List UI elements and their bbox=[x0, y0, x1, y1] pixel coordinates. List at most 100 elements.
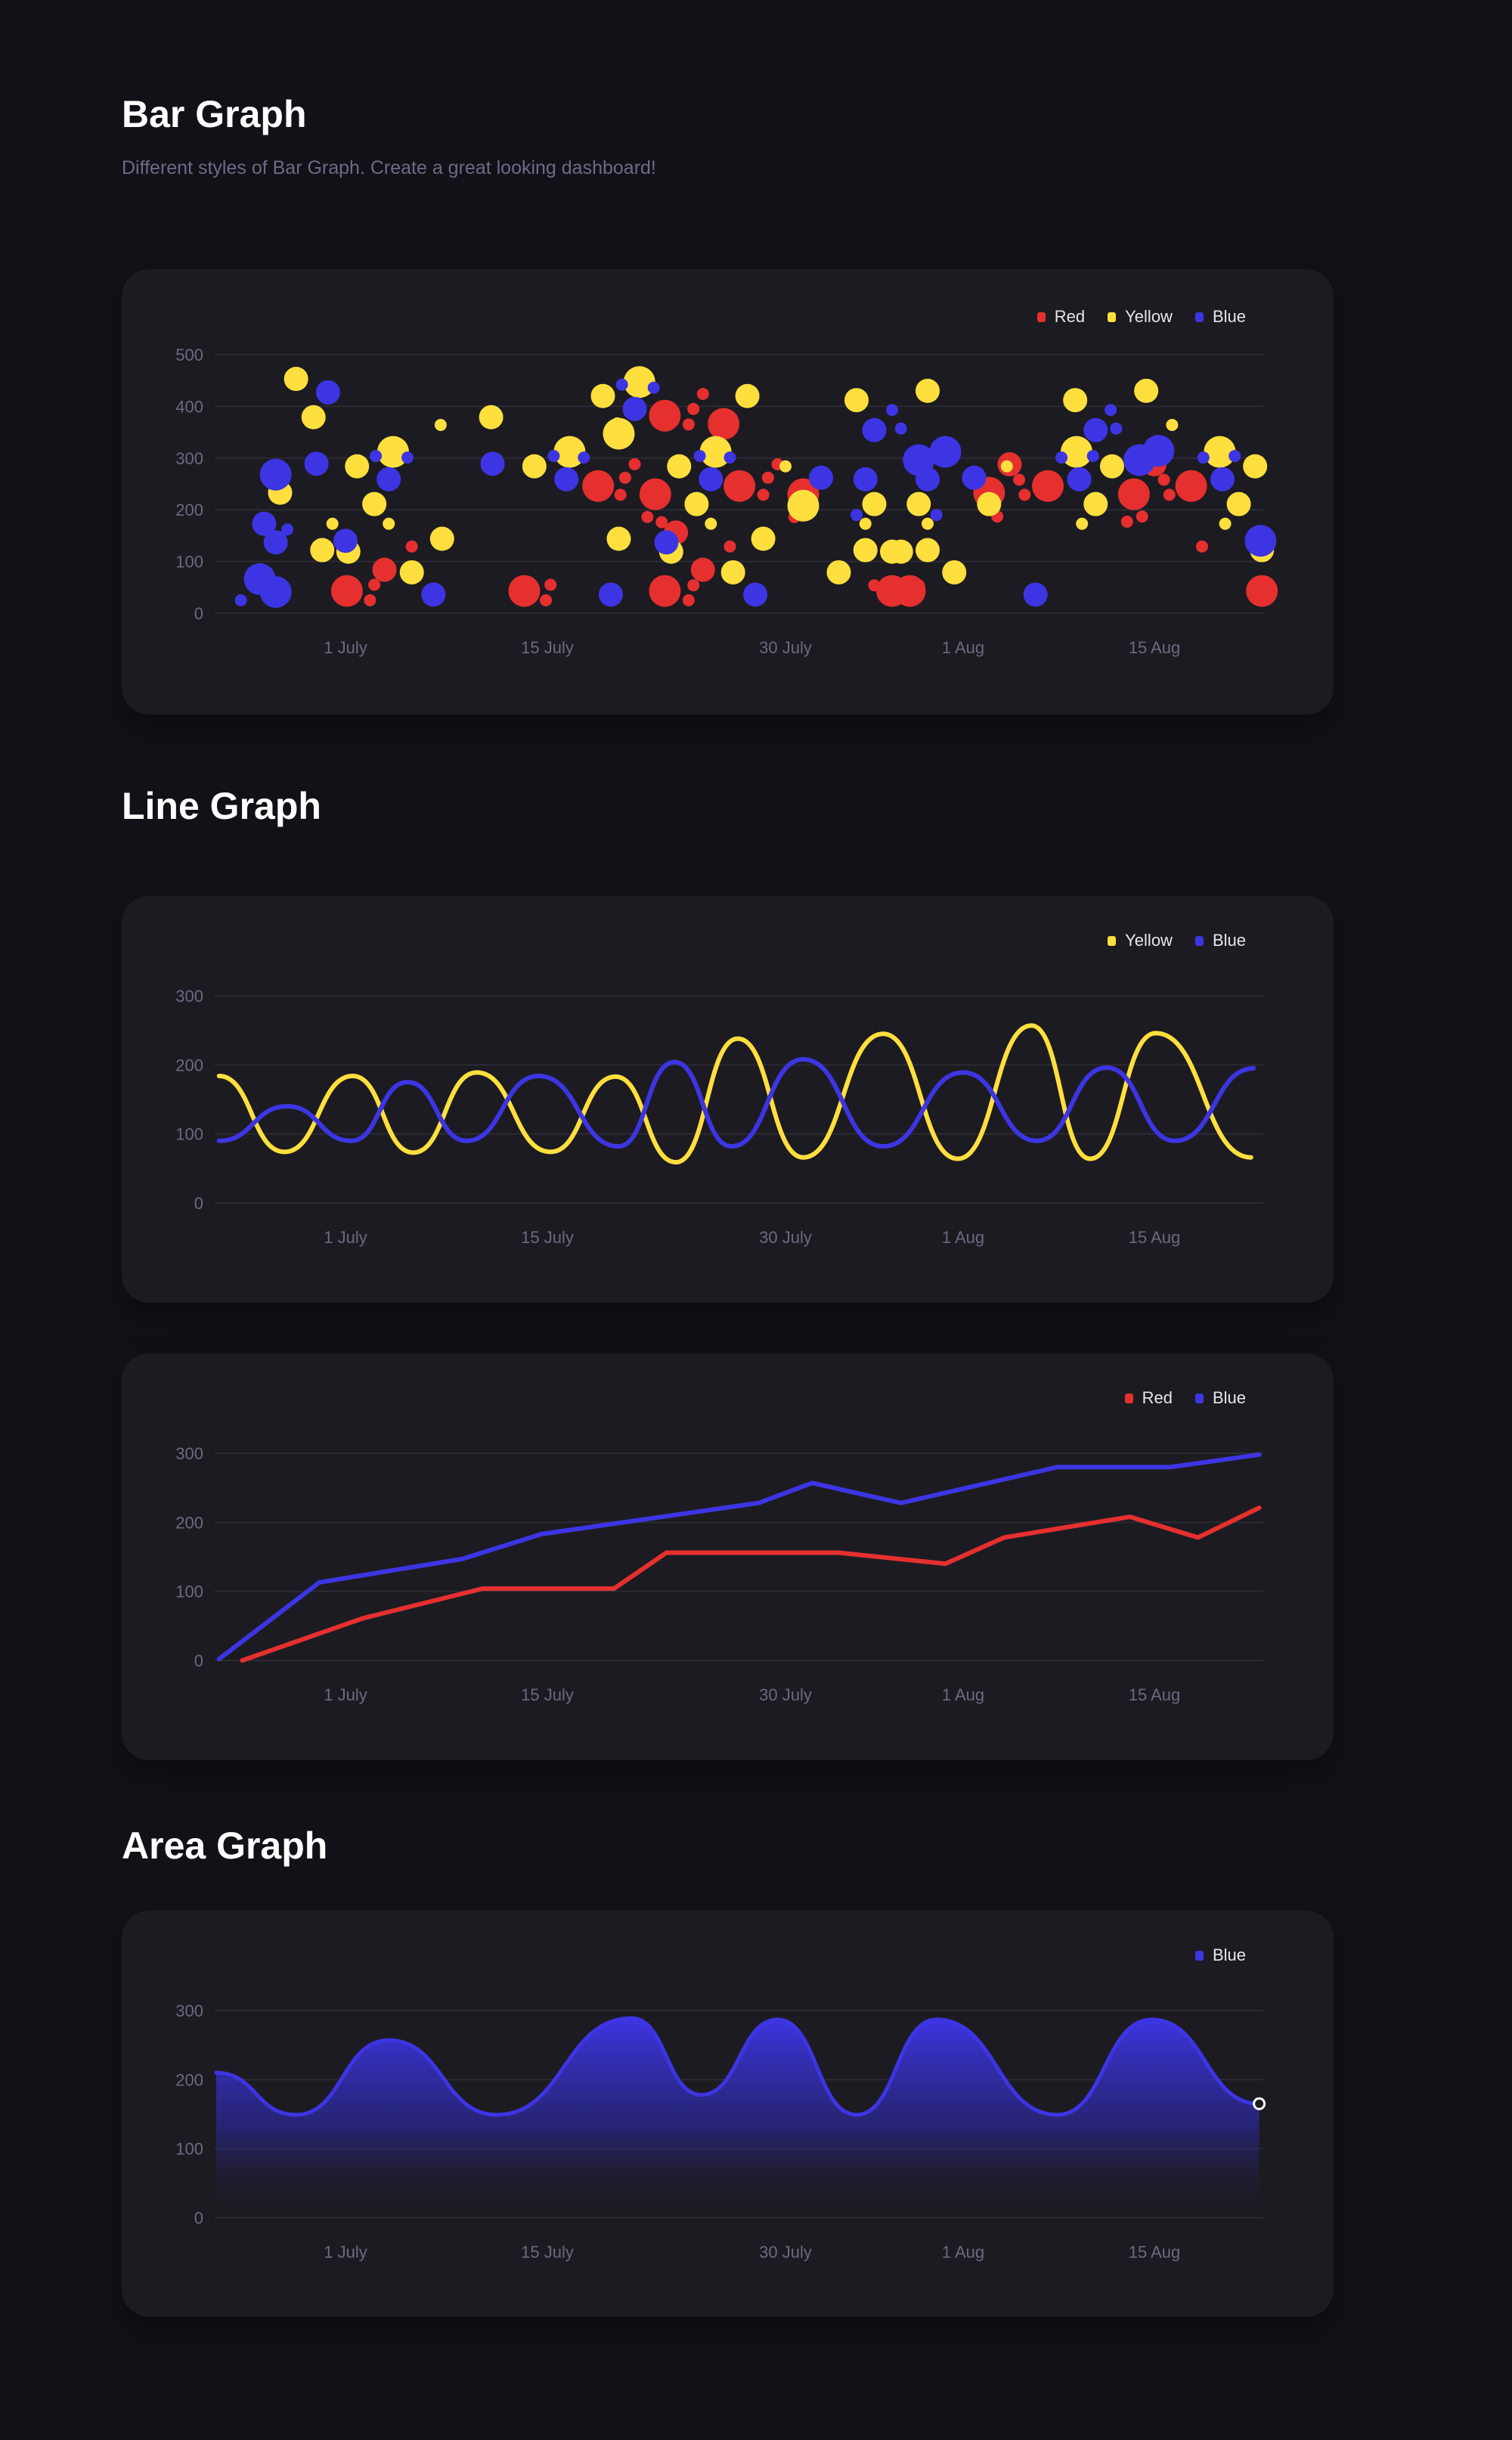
yellow-series-line[interactable] bbox=[216, 1023, 1253, 1165]
yellow-point[interactable] bbox=[705, 517, 717, 530]
red-point[interactable] bbox=[330, 575, 363, 607]
yellow-point[interactable] bbox=[479, 405, 503, 429]
red-point[interactable] bbox=[364, 594, 376, 606]
blue-point[interactable] bbox=[315, 380, 340, 405]
red-point[interactable] bbox=[1120, 515, 1133, 528]
yellow-point[interactable] bbox=[376, 436, 409, 468]
blue-point[interactable] bbox=[962, 465, 987, 490]
red-point[interactable] bbox=[649, 399, 681, 432]
blue-point[interactable] bbox=[809, 465, 833, 490]
blue-point[interactable] bbox=[615, 378, 628, 391]
blue-point[interactable] bbox=[252, 511, 277, 536]
red-point[interactable] bbox=[1136, 510, 1148, 523]
legend-item-blue[interactable]: Blue bbox=[1194, 1945, 1246, 1965]
blue-point[interactable] bbox=[622, 396, 647, 421]
blue-point[interactable] bbox=[723, 451, 736, 464]
blue-point[interactable] bbox=[647, 381, 660, 394]
red-point[interactable] bbox=[1175, 470, 1207, 502]
yellow-point[interactable] bbox=[826, 560, 851, 584]
red-point[interactable] bbox=[508, 575, 541, 607]
yellow-point[interactable] bbox=[1076, 517, 1089, 530]
yellow-point[interactable] bbox=[1063, 388, 1088, 413]
red-point[interactable] bbox=[405, 540, 418, 553]
yellow-point[interactable] bbox=[553, 436, 586, 468]
blue-point[interactable] bbox=[234, 594, 247, 606]
yellow-point[interactable] bbox=[603, 417, 635, 450]
yellow-point[interactable] bbox=[787, 489, 820, 522]
end-point-marker[interactable] bbox=[1253, 2097, 1266, 2110]
blue-point[interactable] bbox=[1083, 417, 1108, 442]
yellow-point[interactable] bbox=[699, 436, 732, 468]
blue-point[interactable] bbox=[401, 451, 414, 464]
blue-point[interactable] bbox=[263, 530, 288, 555]
blue-point[interactable] bbox=[376, 467, 401, 491]
blue-point[interactable] bbox=[1197, 451, 1210, 464]
legend-item-yellow[interactable]: Yellow bbox=[1108, 307, 1173, 327]
red-point[interactable] bbox=[1018, 488, 1031, 501]
yellow-point[interactable] bbox=[345, 454, 370, 479]
blue-series-line[interactable] bbox=[216, 1057, 1256, 1149]
yellow-point[interactable] bbox=[1204, 436, 1236, 468]
red-point[interactable] bbox=[1013, 473, 1026, 486]
red-point[interactable] bbox=[1032, 470, 1064, 502]
yellow-point[interactable] bbox=[859, 517, 872, 530]
blue-point[interactable] bbox=[853, 467, 878, 491]
yellow-point[interactable] bbox=[301, 405, 326, 429]
blue-point[interactable] bbox=[1110, 422, 1123, 435]
red-point[interactable] bbox=[544, 578, 557, 591]
blue-point[interactable] bbox=[930, 509, 943, 522]
blue-point[interactable] bbox=[850, 509, 863, 522]
yellow-point[interactable] bbox=[1099, 454, 1124, 479]
yellow-point[interactable] bbox=[977, 491, 1002, 516]
red-point[interactable] bbox=[912, 579, 925, 592]
yellow-point[interactable] bbox=[522, 454, 547, 479]
red-point[interactable] bbox=[1157, 473, 1170, 486]
yellow-point[interactable] bbox=[326, 517, 339, 530]
red-point[interactable] bbox=[682, 594, 695, 606]
red-point[interactable] bbox=[368, 578, 381, 591]
yellow-point[interactable] bbox=[1226, 491, 1251, 516]
blue-point[interactable] bbox=[1244, 525, 1277, 557]
yellow-point[interactable] bbox=[362, 491, 387, 516]
red-point[interactable] bbox=[757, 488, 770, 501]
yellow-point[interactable] bbox=[862, 491, 887, 516]
yellow-point[interactable] bbox=[751, 526, 776, 551]
yellow-point[interactable] bbox=[429, 526, 454, 551]
blue-point[interactable] bbox=[1210, 467, 1235, 491]
red-point[interactable] bbox=[618, 471, 631, 484]
red-point[interactable] bbox=[708, 408, 740, 440]
blue-series-line[interactable] bbox=[214, 2016, 1262, 2117]
red-point[interactable] bbox=[641, 510, 654, 523]
yellow-point[interactable] bbox=[383, 517, 395, 530]
yellow-point[interactable] bbox=[1166, 419, 1179, 432]
blue-point[interactable] bbox=[1067, 467, 1092, 491]
blue-point[interactable] bbox=[1105, 404, 1117, 417]
yellow-point[interactable] bbox=[1060, 436, 1092, 468]
yellow-point[interactable] bbox=[1243, 454, 1268, 479]
yellow-point[interactable] bbox=[720, 560, 745, 584]
blue-point[interactable] bbox=[1086, 450, 1099, 463]
blue-point[interactable] bbox=[886, 404, 898, 417]
blue-point[interactable] bbox=[599, 582, 623, 607]
red-point[interactable] bbox=[655, 516, 668, 529]
yellow-point[interactable] bbox=[1083, 491, 1108, 516]
red-point[interactable] bbox=[1163, 488, 1176, 501]
yellow-point[interactable] bbox=[434, 419, 447, 432]
yellow-point[interactable] bbox=[284, 367, 308, 392]
red-point[interactable] bbox=[372, 557, 397, 582]
yellow-point[interactable] bbox=[667, 454, 692, 479]
red-point[interactable] bbox=[723, 540, 736, 553]
red-point[interactable] bbox=[628, 458, 641, 471]
red-point[interactable] bbox=[723, 470, 756, 502]
yellow-point[interactable] bbox=[1219, 517, 1232, 530]
blue-point[interactable] bbox=[480, 451, 505, 476]
red-point[interactable] bbox=[761, 471, 774, 484]
yellow-point[interactable] bbox=[888, 539, 913, 564]
red-point[interactable] bbox=[649, 575, 681, 607]
yellow-point[interactable] bbox=[623, 366, 655, 398]
blue-point[interactable] bbox=[1142, 435, 1175, 467]
red-point[interactable] bbox=[1196, 540, 1208, 553]
blue-point[interactable] bbox=[743, 582, 768, 607]
yellow-point[interactable] bbox=[916, 378, 940, 403]
yellow-point[interactable] bbox=[844, 388, 869, 413]
